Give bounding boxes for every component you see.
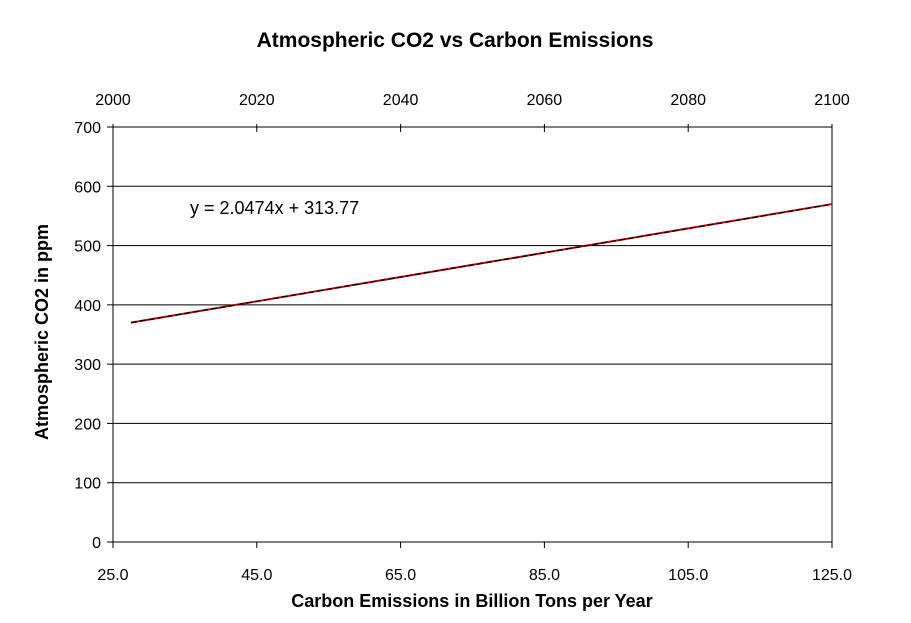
x-tick-label: 105.0 <box>668 567 708 584</box>
y-tick-label: 100 <box>74 476 101 493</box>
y-tick-label: 200 <box>74 416 101 433</box>
x-tick-label: 85.0 <box>529 567 560 584</box>
chart-title: Atmospheric CO2 vs Carbon Emissions <box>257 29 654 52</box>
top-x-tick-label: 2060 <box>527 92 563 109</box>
y-tick-label: 700 <box>74 120 101 137</box>
top-x-tick-label: 2080 <box>670 92 706 109</box>
top-x-tick-label: 2100 <box>814 92 850 109</box>
y-tick-label: 600 <box>74 179 101 196</box>
trendline <box>130 203 833 324</box>
y-tick-label: 400 <box>74 298 101 315</box>
top-x-tick-label: 2020 <box>239 92 275 109</box>
tick-layer: 0 100 200 300 400 500 600 700 25.0 45.0 65.0 85.0 10… <box>74 92 852 584</box>
y-tick-label: 500 <box>74 239 101 256</box>
y-tick-label: 0 <box>92 535 101 552</box>
y-axis-title: Atmospheric CO2 in ppm <box>32 224 52 440</box>
series-layer <box>130 203 833 324</box>
x-tick-label: 125.0 <box>812 567 852 584</box>
x-tick-label: 65.0 <box>385 567 416 584</box>
plot-area-border <box>112 126 833 543</box>
x-tick-label: 25.0 <box>97 567 128 584</box>
top-x-tick-label: 2000 <box>95 92 131 109</box>
x-axis-title: Carbon Emissions in Billion Tons per Yea… <box>291 591 652 611</box>
y-tick-label: 300 <box>74 357 101 374</box>
top-x-tick-label: 2040 <box>383 92 419 109</box>
grid-layer <box>113 126 832 543</box>
x-tick-label: 45.0 <box>241 567 272 584</box>
trendline-equation: y = 2.0474x + 313.77 <box>190 198 359 218</box>
